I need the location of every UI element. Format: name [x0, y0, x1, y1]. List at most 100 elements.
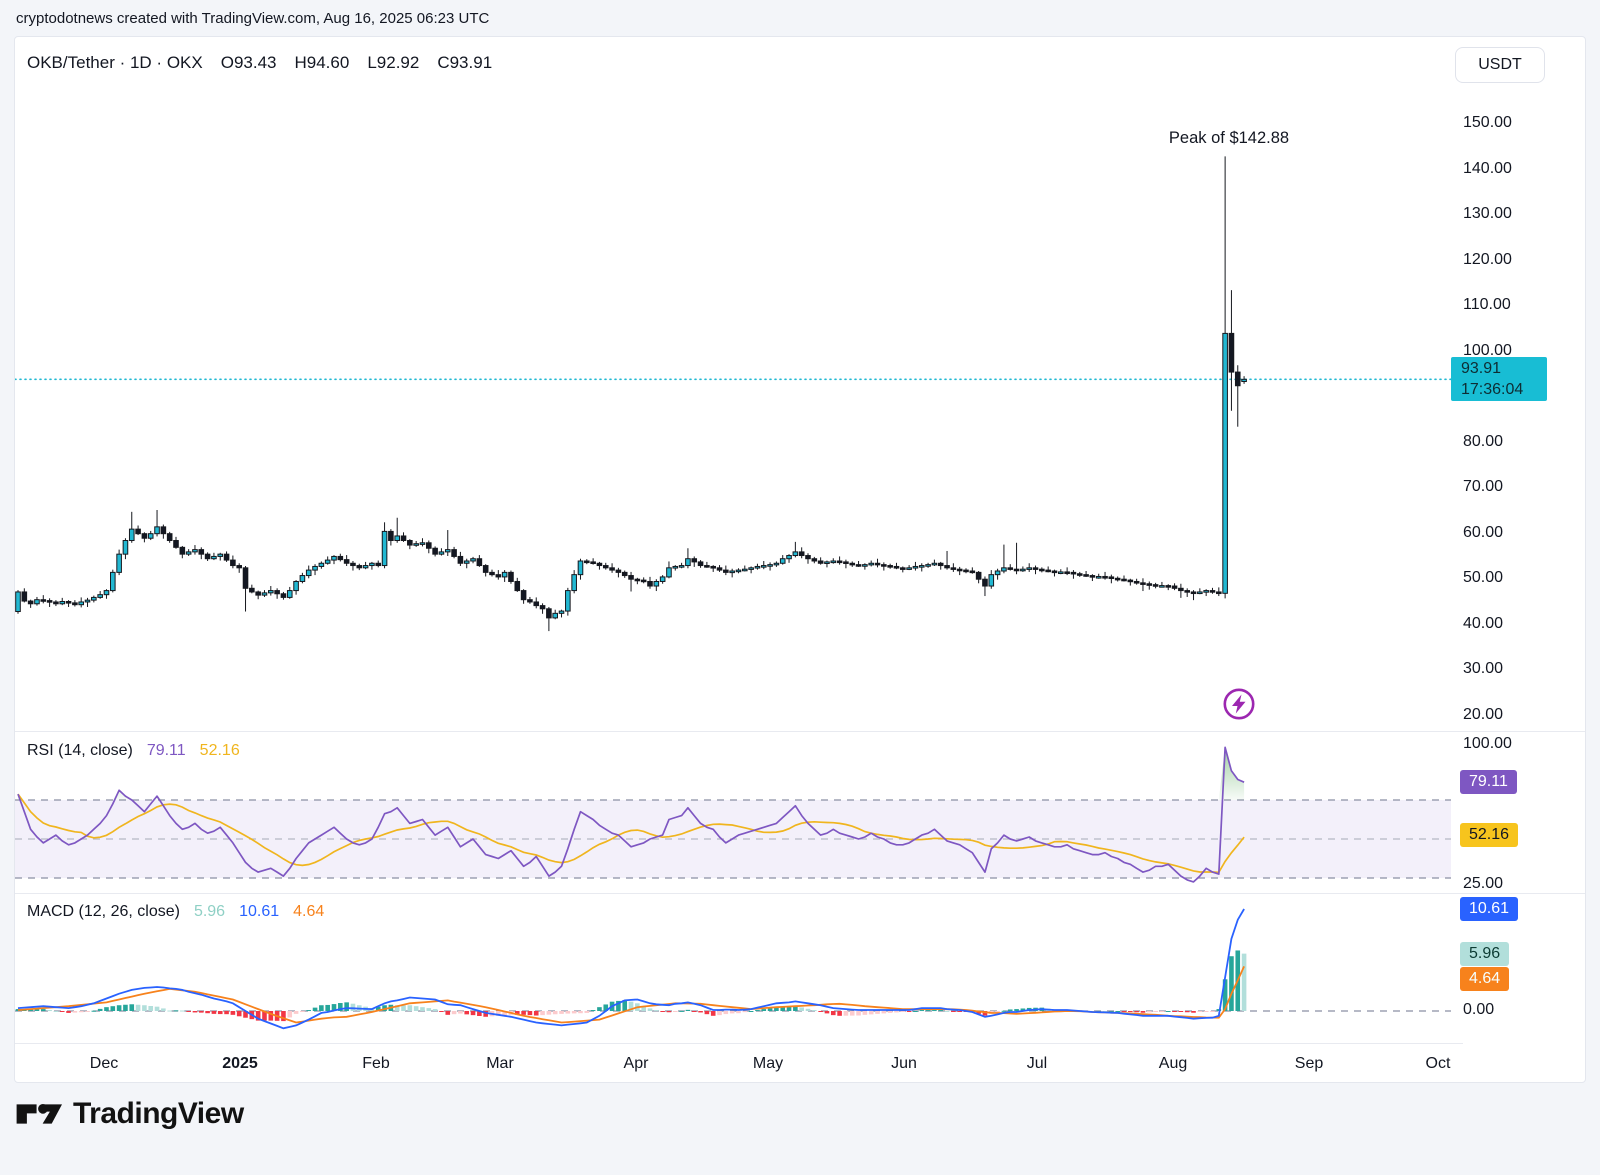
candle: [407, 540, 413, 546]
ohlc-open: O93.43: [220, 53, 277, 72]
macd-histogram-bar: [407, 1005, 413, 1011]
candle: [640, 579, 647, 583]
candle: [584, 560, 590, 564]
candle: [476, 558, 483, 567]
macd-histogram-bar: [426, 1008, 432, 1011]
macd-pane[interactable]: MACD (12, 26, close) 5.96 10.61 4.64: [15, 893, 1451, 1043]
macd-histogram-bar: [799, 1007, 804, 1011]
macd-histogram-bar: [691, 1011, 697, 1012]
candle: [91, 596, 97, 601]
macd-histogram-bar: [786, 1006, 792, 1011]
macd-histogram-bar: [230, 1011, 236, 1015]
candle: [1228, 332, 1235, 373]
macd-chart[interactable]: [15, 894, 1451, 1043]
macd-histogram-bar: [161, 1008, 166, 1011]
candle: [887, 565, 893, 568]
currency-toggle-button[interactable]: USDT: [1455, 47, 1545, 83]
rsi-axis-top: 100.00: [1463, 735, 1512, 752]
candle: [72, 602, 78, 606]
macd-histogram-bar: [742, 1011, 748, 1013]
price-tick: 150.00: [1463, 114, 1512, 131]
candle: [843, 561, 849, 565]
macd-histogram-bar: [72, 1011, 78, 1013]
candle: [324, 559, 331, 564]
macd-histogram-bar: [173, 1010, 179, 1012]
main-chart-pane[interactable]: Peak of $142.88: [15, 91, 1451, 731]
candle: [1095, 575, 1102, 579]
candlestick-chart[interactable]: [15, 91, 1451, 731]
tradingview-logo[interactable]: TradingView: [16, 1092, 244, 1136]
rsi-pane[interactable]: RSI (14, close) 79.11 52.16: [15, 731, 1451, 893]
candle: [350, 562, 356, 567]
candle: [653, 580, 660, 587]
candle: [192, 549, 198, 553]
macd-histogram-bar: [287, 1011, 293, 1018]
macd-histogram-bar: [856, 1011, 861, 1016]
candle: [261, 592, 268, 596]
macd-histogram-bar: [91, 1010, 97, 1012]
flash-event-icon[interactable]: [1222, 687, 1256, 721]
macd-histogram-bar: [1184, 1011, 1190, 1013]
candle: [830, 560, 837, 564]
macd-histogram-bar: [1146, 1011, 1152, 1013]
candle: [868, 562, 875, 566]
macd-zero-label: 0.00: [1463, 1001, 1495, 1018]
candle: [1152, 584, 1159, 587]
macd-histogram-bar: [59, 1011, 65, 1012]
macd-hist-label: 5.96: [1460, 942, 1510, 966]
candle: [400, 535, 407, 542]
candle: [855, 564, 862, 567]
candle: [27, 600, 34, 605]
candle: [21, 591, 28, 602]
macd-histogram-bar: [312, 1007, 318, 1011]
symbol-title[interactable]: OKB/Tether · 1D · OKX: [27, 53, 203, 72]
candle: [975, 571, 982, 580]
macd-axis[interactable]: 10.61 5.96 4.64 0.00: [1451, 893, 1585, 1043]
macd-histogram-bar: [995, 1011, 1000, 1013]
rsi-chart[interactable]: [15, 732, 1451, 893]
price-axis[interactable]: 93.91 17:36:04 150.00 140.00 130.00 120.00 1…: [1451, 91, 1585, 731]
rsi-ma-value-label: 52.16: [1460, 823, 1519, 847]
macd-histogram-bar: [458, 1011, 463, 1014]
candle: [798, 551, 805, 557]
candle: [53, 601, 59, 605]
macd-histogram-bar: [723, 1011, 729, 1015]
macd-histogram-bar: [66, 1011, 71, 1013]
candle: [147, 533, 154, 539]
macd-histogram-bar: [780, 1006, 786, 1011]
macd-histogram-bar: [192, 1011, 198, 1013]
macd-histogram-bar: [47, 1010, 52, 1012]
candle: [508, 571, 514, 582]
candle: [489, 571, 495, 576]
macd-histogram-bar: [906, 1011, 912, 1012]
time-axis[interactable]: Dec 2025 Feb Mar Apr May Jun Jul Aug Sep Oct: [15, 1043, 1463, 1082]
macd-histogram-bar: [818, 1011, 823, 1012]
candle: [1032, 567, 1039, 570]
candle: [609, 567, 615, 571]
candle: [836, 560, 843, 564]
macd-histogram-bar: [552, 1011, 558, 1015]
last-price-value: 93.91: [1461, 360, 1502, 378]
price-tick: 70.00: [1463, 478, 1504, 496]
candle: [1216, 591, 1222, 595]
time-axis-label: Apr: [623, 1055, 649, 1072]
candle: [906, 567, 912, 570]
macd-histogram-bar: [319, 1005, 324, 1011]
candle: [318, 562, 325, 567]
price-tick: 40.00: [1463, 614, 1504, 632]
candle: [343, 559, 350, 564]
candle: [881, 564, 887, 567]
macd-histogram-bar: [616, 1000, 621, 1011]
candle: [84, 599, 91, 603]
candle: [697, 561, 704, 567]
macd-histogram-bar: [982, 1011, 988, 1016]
candle: [1178, 587, 1184, 592]
macd-histogram-bar: [774, 1007, 779, 1011]
candle: [552, 612, 559, 619]
candle: [1083, 574, 1089, 577]
macd-histogram-bar: [824, 1011, 830, 1014]
rsi-axis[interactable]: 100.00 79.11 52.16 25.00: [1451, 731, 1585, 893]
candle: [849, 562, 856, 566]
candle: [969, 570, 976, 574]
macd-histogram-bar: [1020, 1008, 1026, 1011]
